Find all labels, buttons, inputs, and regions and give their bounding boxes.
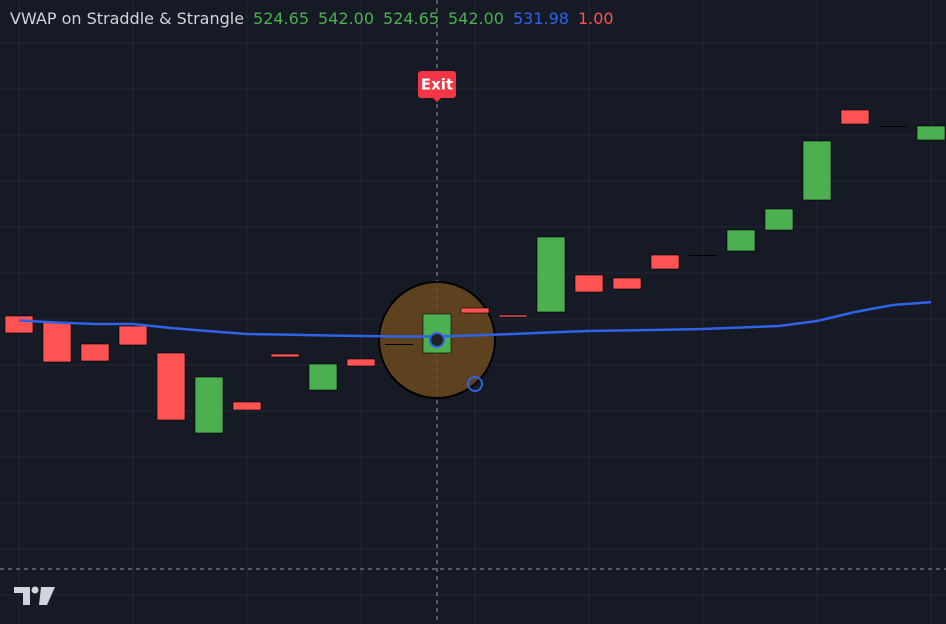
candle: [385, 344, 413, 345]
candle: [460, 307, 490, 314]
candle: [916, 125, 946, 141]
exit-badge: [418, 71, 456, 98]
cursor-ring: [467, 376, 483, 392]
candle: [4, 315, 34, 334]
candle: [270, 353, 300, 358]
exit-badge-tip: [433, 98, 441, 102]
candle: [689, 254, 717, 256]
candle: [346, 358, 376, 367]
cursor-dot: [429, 332, 445, 348]
legend-vwap: 531.98: [512, 9, 569, 28]
candle: [232, 401, 262, 411]
candle: [650, 254, 680, 270]
legend-extra: 1.00: [577, 9, 614, 28]
legend-open: 524.65: [253, 9, 310, 28]
legend-close: 542.00: [448, 9, 504, 28]
tradingview-logo: [14, 586, 55, 605]
legend-high: 542.00: [318, 9, 375, 28]
candle: [574, 274, 604, 293]
logo-part: [14, 587, 30, 605]
series: [4, 109, 946, 434]
candle: [726, 229, 756, 252]
candle: [80, 343, 110, 362]
candle: [42, 321, 72, 363]
legend-title: VWAP on Straddle & Strangle: [10, 9, 245, 28]
candle: [498, 314, 528, 318]
candle: [308, 363, 338, 391]
candle: [536, 236, 566, 313]
candle: [840, 109, 870, 125]
candle: [156, 352, 186, 421]
candle: [612, 277, 642, 290]
candle: [194, 376, 224, 434]
vwap-line: [18, 300, 932, 338]
candle: [879, 126, 907, 127]
legend-low: 524.65: [383, 9, 439, 28]
logo-part: [31, 586, 39, 594]
candle: [802, 140, 832, 201]
legend: VWAP on Straddle & Strangle 524.65 542.0…: [10, 8, 614, 30]
logo-part: [39, 587, 55, 605]
candle: [118, 325, 148, 346]
exit-label: Exit: [421, 76, 453, 94]
candle: [764, 208, 794, 231]
